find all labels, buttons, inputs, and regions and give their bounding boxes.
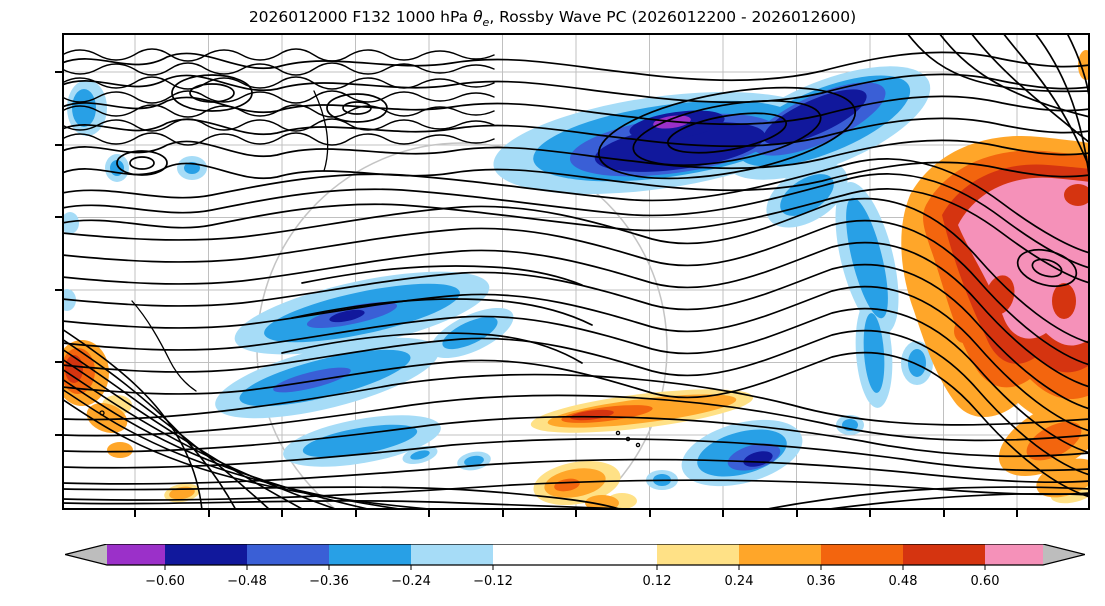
colorbar-segment: [739, 544, 821, 565]
map-plot-area: [62, 33, 1090, 510]
colorbar-tick-label: −0.60: [145, 574, 185, 589]
colorbar-segment: [329, 544, 411, 565]
colorbar-segment: [657, 544, 739, 565]
lon-tick-mark: [575, 510, 577, 517]
colorbar-tick-label: −0.36: [309, 574, 349, 589]
lon-tick-mark: [796, 510, 798, 517]
colorbar-outline: [65, 544, 1085, 566]
lon-tick-mark: [134, 510, 136, 517]
lat-tick-mark: [55, 434, 62, 436]
lon-tick-mark: [355, 510, 357, 517]
colorbar-segment: [165, 544, 247, 565]
colorbar-segment: [247, 544, 329, 565]
colorbar-over-segment: [985, 544, 1043, 565]
lon-tick-mark: [281, 510, 283, 517]
colorbar-tick-label: 0.12: [643, 574, 672, 589]
plot-frame: [62, 33, 1090, 510]
theta-symbol: θe: [473, 8, 490, 30]
lon-tick-mark: [869, 510, 871, 517]
colorbar-segment: [493, 544, 657, 565]
title-text-pre: 2026012000 F132 1000 hPa: [248, 8, 474, 26]
figure-title: 2026012000 F132 1000 hPa θe, Rossby Wave…: [0, 8, 1105, 29]
colorbar-under-segment: [107, 544, 165, 565]
colorbar-tick-label: −0.48: [227, 574, 267, 589]
colorbar-tick-label: 0.48: [889, 574, 918, 589]
colorbar: −0.60 −0.48 −0.36 −0.24 −0.12 0.12 0.24 0.36 0.4…: [65, 544, 1085, 589]
lon-tick-mark: [649, 510, 651, 517]
lat-tick-mark: [55, 216, 62, 218]
lat-tick-mark: [55, 71, 62, 73]
colorbar-segment: [411, 544, 493, 565]
lon-tick-mark: [428, 510, 430, 517]
colorbar-tick-label: 0.60: [971, 574, 1000, 589]
colorbar-left-arrow: [65, 544, 107, 565]
lat-tick-mark: [55, 144, 62, 146]
title-text-post: , Rossby Wave PC (2026012200 - 202601260…: [489, 8, 857, 26]
colorbar-segment: [903, 544, 985, 565]
colorbar-tick-label: 0.24: [725, 574, 754, 589]
lon-tick-mark: [943, 510, 945, 517]
colorbar-tick-label: −0.24: [391, 574, 431, 589]
colorbar-right-arrow: [1043, 544, 1085, 565]
lon-tick-mark: [502, 510, 504, 517]
lon-tick-mark: [722, 510, 724, 517]
lon-tick-mark: [208, 510, 210, 517]
lon-tick-mark: [1016, 510, 1018, 517]
colorbar-tick-label: −0.12: [473, 574, 513, 589]
lat-tick-mark: [55, 361, 62, 363]
colorbar-tick-label: 0.36: [807, 574, 836, 589]
lat-tick-mark: [55, 289, 62, 291]
colorbar-segment: [821, 544, 903, 565]
